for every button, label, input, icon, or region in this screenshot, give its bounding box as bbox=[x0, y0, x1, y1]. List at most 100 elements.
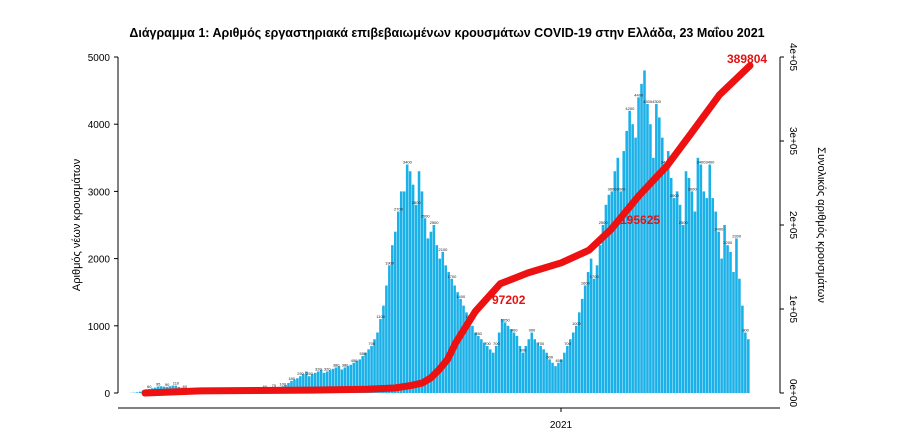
daily-cases-bar bbox=[488, 349, 492, 393]
annotation-mid: 195625 bbox=[620, 213, 660, 227]
daily-cases-bar bbox=[566, 345, 569, 393]
daily-cases-bar bbox=[646, 104, 649, 393]
bar-value-label: 2700 bbox=[394, 207, 404, 212]
bar-value-label: 500 bbox=[546, 354, 553, 359]
bar-value-label: 2400 bbox=[714, 227, 724, 232]
daily-cases-bar bbox=[394, 231, 397, 393]
daily-cases-bar bbox=[613, 171, 617, 393]
right-tick-label: 1e+05 bbox=[787, 295, 798, 324]
daily-cases-bar bbox=[661, 137, 664, 393]
daily-cases-bar bbox=[548, 359, 551, 393]
daily-cases-bar bbox=[610, 191, 614, 393]
daily-cases-bar bbox=[480, 339, 483, 393]
daily-cases-bar bbox=[349, 364, 353, 393]
bar-value-label: 1600 bbox=[581, 280, 591, 285]
bar-value-label: 700 bbox=[484, 341, 491, 346]
daily-cases-bar bbox=[512, 332, 516, 393]
daily-cases-bar bbox=[672, 198, 676, 393]
daily-cases-bar bbox=[741, 305, 744, 393]
bar-value-label: 75 bbox=[272, 383, 277, 388]
daily-cases-bar bbox=[637, 97, 640, 393]
bar-value-label: 2100 bbox=[439, 247, 449, 252]
daily-cases-bar bbox=[631, 124, 634, 393]
daily-cases-bar bbox=[622, 151, 626, 393]
daily-cases-bar bbox=[391, 245, 394, 393]
daily-cases-bar bbox=[402, 191, 406, 393]
left-tick-label: 5000 bbox=[88, 53, 111, 64]
bar-value-label: 380 bbox=[333, 362, 340, 367]
bar-value-label: 4200 bbox=[625, 106, 635, 111]
daily-cases-bar bbox=[720, 258, 723, 393]
daily-cases-bar bbox=[551, 362, 554, 393]
bar-value-label: 180 bbox=[288, 376, 295, 381]
bar-value-label: 60 bbox=[183, 384, 188, 389]
daily-cases-bar bbox=[296, 378, 299, 393]
daily-cases-bar bbox=[690, 191, 694, 393]
daily-cases-bar bbox=[577, 312, 581, 393]
daily-cases-bar bbox=[468, 319, 471, 393]
x-axis: 2021 bbox=[118, 407, 780, 431]
bar-value-label: 1700 bbox=[447, 274, 457, 279]
daily-cases-bar bbox=[417, 171, 421, 393]
daily-cases-bar bbox=[687, 177, 691, 393]
daily-cases-bar bbox=[655, 104, 658, 393]
daily-cases-bar bbox=[524, 345, 528, 393]
daily-cases-bar bbox=[429, 231, 433, 393]
bar-value-label: 900 bbox=[742, 328, 749, 333]
left-tick-label: 1000 bbox=[88, 322, 111, 333]
daily-cases-bar bbox=[747, 339, 750, 393]
annotation-low: 97202 bbox=[492, 293, 526, 307]
daily-cases-bar bbox=[319, 369, 323, 393]
daily-cases-bar bbox=[367, 349, 370, 393]
daily-cases-bar bbox=[509, 329, 513, 393]
daily-cases-bar bbox=[364, 352, 367, 393]
bar-value-label: 700 bbox=[564, 341, 571, 346]
daily-cases-bar bbox=[358, 359, 361, 393]
daily-cases-bar bbox=[744, 332, 747, 393]
daily-cases-bar bbox=[658, 117, 661, 393]
bar-value-label: 3000 bbox=[688, 186, 698, 191]
daily-cases-bar bbox=[370, 345, 373, 393]
bar-value-label: 2900 bbox=[670, 193, 680, 198]
bar-value-label: 700 bbox=[368, 341, 375, 346]
left-tick-label: 3000 bbox=[88, 187, 111, 198]
chart-title: Διάγραμμα 1: Αριθμός εργαστηριακά επιβεβ… bbox=[129, 26, 764, 40]
bar-value-label: 250 bbox=[306, 371, 313, 376]
daily-cases-bar bbox=[307, 376, 311, 393]
daily-cases-bar bbox=[732, 272, 735, 393]
daily-cases-bar bbox=[331, 368, 335, 393]
daily-cases-bar bbox=[423, 218, 427, 393]
daily-cases-bar bbox=[465, 312, 468, 393]
bar-value-label: 100 bbox=[279, 381, 286, 386]
bar-value-label: 2600 bbox=[421, 213, 431, 218]
daily-cases-bar bbox=[450, 278, 453, 393]
bar-value-label: 1900 bbox=[385, 260, 395, 265]
daily-cases-bar bbox=[714, 211, 717, 393]
daily-cases-bar bbox=[542, 349, 545, 393]
daily-cases-bar bbox=[515, 335, 519, 393]
daily-cases-bar bbox=[717, 231, 720, 393]
bar-value-label: 1400 bbox=[456, 294, 466, 299]
bar-value-label: 95 bbox=[156, 382, 161, 387]
daily-cases-bar bbox=[483, 342, 486, 393]
daily-cases-bar bbox=[408, 171, 412, 393]
daily-cases-bar bbox=[598, 245, 602, 393]
daily-cases-bar bbox=[607, 194, 611, 393]
cumulative-cases-line bbox=[141, 62, 754, 397]
daily-cases-bar bbox=[355, 360, 359, 393]
daily-cases-bar bbox=[643, 70, 646, 393]
daily-cases-bar bbox=[726, 245, 729, 393]
left-axis-label: Αριθμός νέων κρουσμάτων bbox=[71, 158, 83, 291]
daily-cases-bar bbox=[729, 251, 732, 393]
daily-cases-bar bbox=[305, 371, 308, 393]
daily-cases-bar bbox=[494, 345, 498, 393]
daily-cases-bar bbox=[616, 157, 620, 393]
bar-value-label: 850 bbox=[475, 331, 482, 336]
daily-cases-bar bbox=[563, 352, 566, 393]
daily-cases-bar bbox=[462, 305, 465, 393]
daily-cases-bar bbox=[361, 356, 364, 393]
daily-cases-bar bbox=[316, 371, 320, 393]
daily-cases-bar bbox=[678, 204, 682, 393]
bar-value-label: 1700 bbox=[590, 274, 600, 279]
daily-cases-bar bbox=[328, 370, 332, 393]
